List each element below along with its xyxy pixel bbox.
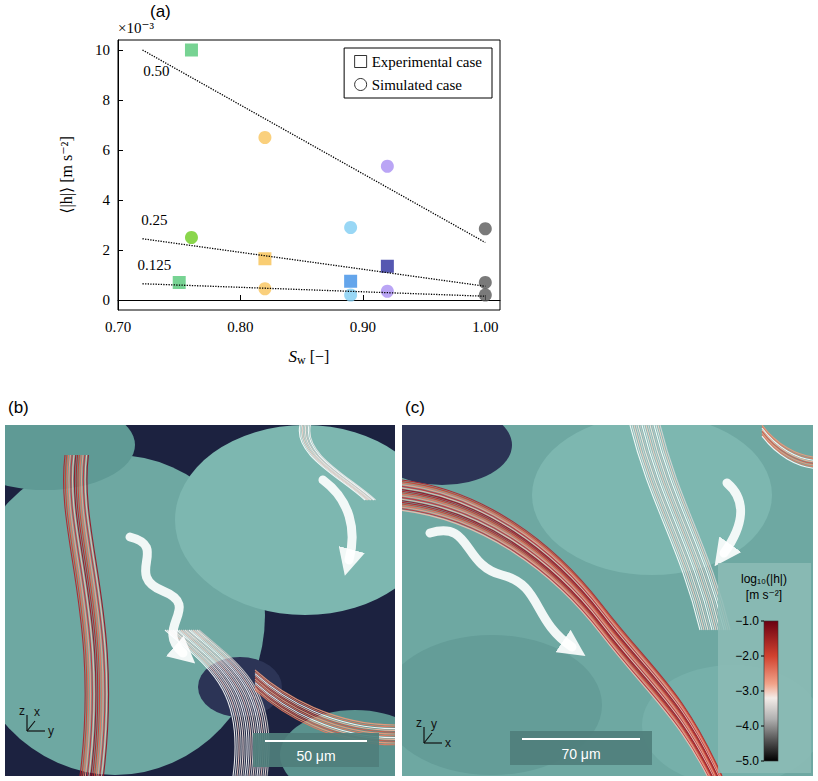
svg-text:0.70: 0.70 [105,319,131,335]
svg-text:70 μm: 70 μm [561,746,600,762]
svg-text:50 μm: 50 μm [296,748,335,764]
svg-text:z: z [19,704,25,718]
svg-text:z: z [416,716,422,730]
svg-text:0.50: 0.50 [143,63,169,79]
svg-text:1.00: 1.00 [472,319,498,335]
html-text:(b): (b) [8,398,29,417]
svg-text:Experimental case: Experimental case [372,54,483,70]
svg-text:[m s⁻²]: [m s⁻²] [746,588,782,602]
svg-text:0.90: 0.90 [350,319,376,335]
svg-text:6: 6 [103,142,111,158]
svg-text:⟨|h|⟩ [m s⁻²]: ⟨|h|⟩ [m s⁻²] [58,136,76,213]
svg-text:S: S [288,346,298,366]
svg-text:y: y [48,724,54,738]
svg-text:×10⁻³: ×10⁻³ [118,20,154,36]
svg-text:0.80: 0.80 [227,319,253,335]
svg-text:Simulated case: Simulated case [372,77,463,93]
svg-text:−4.0: −4.0 [735,719,759,733]
svg-text:y: y [431,717,437,731]
svg-text:log₁₀(|h|): log₁₀(|h|) [741,572,787,586]
svg-text:x: x [445,736,451,750]
svg-text:10: 10 [95,42,110,58]
svg-text:(a): (a) [150,2,171,21]
svg-text:−1.0: −1.0 [735,614,759,628]
svg-text:8: 8 [103,92,111,108]
svg-text:0.125: 0.125 [138,257,172,273]
svg-text:2: 2 [103,242,111,258]
svg-text:−3.0: −3.0 [735,684,759,698]
svg-text:−5.0: −5.0 [735,754,759,768]
svg-text:[−]: [−] [306,348,330,365]
svg-text:x: x [34,705,40,719]
svg-text:0: 0 [103,292,111,308]
html-text:(c): (c) [405,398,425,417]
svg-text:w: w [297,353,306,367]
svg-text:−2.0: −2.0 [735,649,759,663]
svg-text:0.25: 0.25 [141,212,167,228]
svg-text:4: 4 [103,192,111,208]
